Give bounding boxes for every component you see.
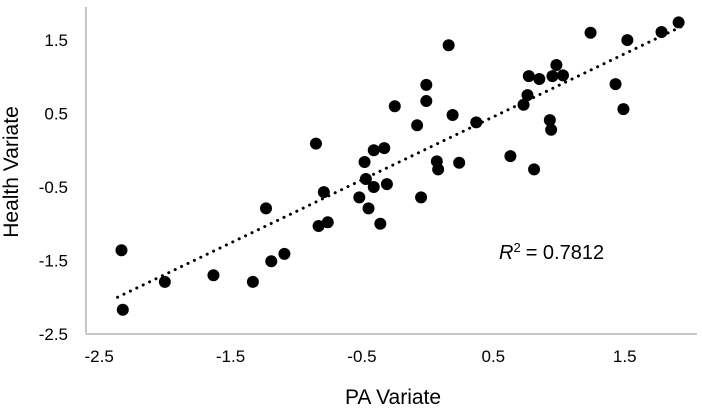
y-tick-label: 0.5 xyxy=(44,105,68,124)
data-point xyxy=(545,123,558,136)
x-axis-title: PA Variate xyxy=(345,386,441,409)
y-tick-label: 1.5 xyxy=(44,31,68,50)
data-point xyxy=(353,191,366,204)
data-point xyxy=(420,78,433,91)
data-point xyxy=(543,114,556,127)
data-point xyxy=(359,172,372,185)
axes-layer xyxy=(85,7,697,335)
data-point xyxy=(358,156,371,169)
data-point xyxy=(158,275,171,288)
data-point xyxy=(378,142,391,155)
data-point xyxy=(367,144,380,157)
x-tick-label: 1.5 xyxy=(613,347,637,366)
r-squared-value: = 0.7812 xyxy=(526,242,604,264)
y-tick-label: -2.5 xyxy=(39,325,68,344)
data-point xyxy=(621,34,634,47)
data-point xyxy=(115,244,128,257)
data-point xyxy=(533,73,546,86)
x-tick-label: 0.5 xyxy=(482,347,506,366)
data-point xyxy=(388,100,401,113)
r-squared-annotation: R2 = 0.7812 xyxy=(499,240,604,264)
data-point xyxy=(411,119,424,132)
r-squared-exponent: 2 xyxy=(513,240,520,255)
data-point xyxy=(312,219,325,232)
data-point xyxy=(609,78,622,91)
data-point xyxy=(415,191,428,204)
data-point xyxy=(207,269,220,282)
data-point xyxy=(374,217,387,230)
data-point xyxy=(265,255,278,268)
data-point xyxy=(432,163,445,176)
y-tick-label: -0.5 xyxy=(39,178,68,197)
data-point xyxy=(528,163,541,176)
data-point xyxy=(521,89,534,102)
y-axis-title: Health Variate xyxy=(0,106,23,238)
data-point xyxy=(309,137,322,150)
data-point xyxy=(362,202,375,215)
data-point xyxy=(321,216,334,229)
r-squared-symbol: R xyxy=(499,242,513,264)
data-point xyxy=(446,109,459,122)
data-point xyxy=(522,70,535,83)
data-point xyxy=(367,181,380,194)
data-point xyxy=(655,25,668,38)
data-point xyxy=(470,116,483,129)
data-point xyxy=(617,103,630,116)
ticks-layer: -2.5 -1.5 -0.5 0.5 1.5 -2.5 -1.5 -0.5 0.5 1.5 xyxy=(39,31,637,366)
data-point xyxy=(442,39,455,52)
data-point xyxy=(380,178,393,191)
data-point xyxy=(453,156,466,169)
x-tick-label: -2.5 xyxy=(84,347,113,366)
data-point xyxy=(278,247,291,260)
data-point xyxy=(584,26,597,39)
data-point xyxy=(546,70,559,83)
data-point xyxy=(504,150,517,163)
y-tick-label: -1.5 xyxy=(39,252,68,271)
x-tick-label: -0.5 xyxy=(347,347,376,366)
data-point xyxy=(260,202,273,215)
data-point xyxy=(246,275,259,288)
data-point xyxy=(556,69,569,82)
data-point xyxy=(420,95,433,108)
data-point xyxy=(672,16,685,29)
x-tick-label: -1.5 xyxy=(216,347,245,366)
data-point xyxy=(317,186,330,199)
data-layer xyxy=(115,16,686,316)
data-point xyxy=(517,98,530,111)
data-point xyxy=(550,59,563,72)
data-point xyxy=(116,303,129,316)
